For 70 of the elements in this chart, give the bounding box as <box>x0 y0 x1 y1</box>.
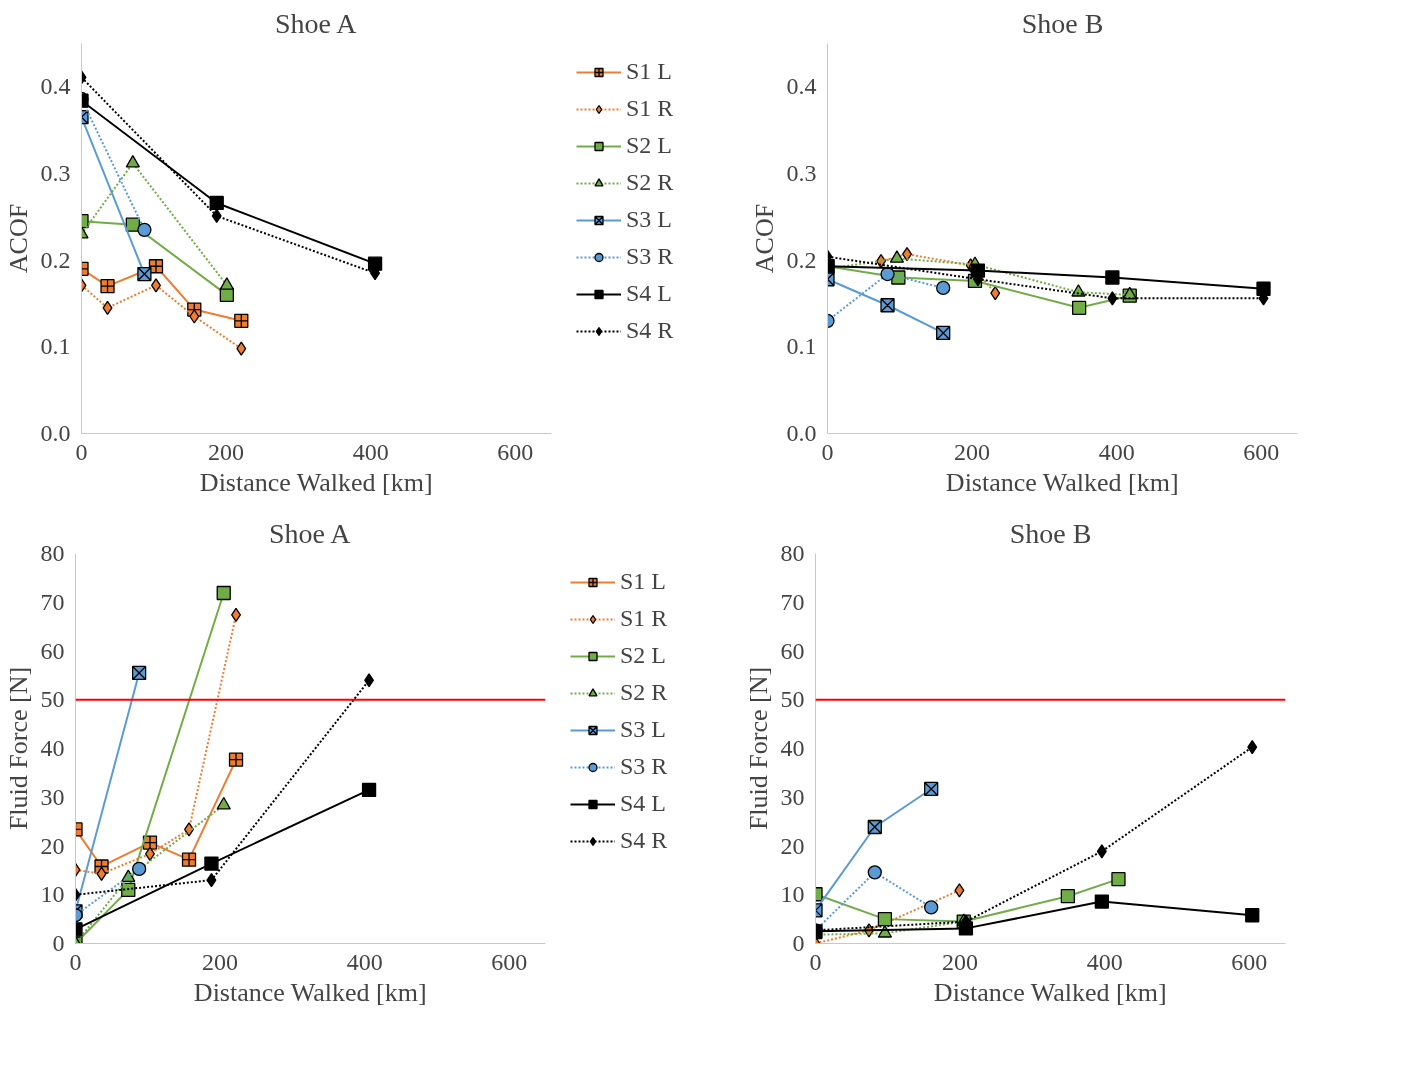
y-tick-label: 0.0 <box>40 420 71 446</box>
x-axis-title: Distance Walked [km] <box>193 977 427 1007</box>
y-tick-label: 10 <box>780 881 805 908</box>
x-axis-title: Distance Walked [km] <box>933 977 1167 1007</box>
legend-label: S3 L <box>620 716 667 743</box>
legend-label: S2 L <box>626 132 673 159</box>
x-tick-label: 400 <box>346 948 383 975</box>
y-tick-label: 0.2 <box>40 246 71 273</box>
x-tick-label: 0 <box>75 438 88 465</box>
y-axis-title: Fluid Force [N] <box>3 666 33 831</box>
legend-label: S4 L <box>626 280 673 307</box>
legend-label: S4 R <box>626 317 674 344</box>
x-tick-label: 400 <box>1086 948 1123 975</box>
y-tick-label: 0.0 <box>786 420 817 446</box>
y-tick-label: 60 <box>780 637 805 664</box>
x-tick-label: 400 <box>1098 438 1135 465</box>
y-tick-label: 0.4 <box>40 73 71 100</box>
x-axis-title: Distance Walked [km] <box>199 467 433 497</box>
y-axis-title: Fluid Force [N] <box>743 666 773 831</box>
legend-label: S2 R <box>620 679 668 706</box>
y-tick-label: 0.3 <box>786 160 817 186</box>
x-tick-label: 200 <box>202 948 239 975</box>
chart-title: Shoe A <box>268 517 352 549</box>
y-tick-label: 80 <box>40 540 65 566</box>
y-tick-label: 20 <box>780 832 805 859</box>
y-tick-label: 10 <box>40 881 65 908</box>
legend-label: S1 L <box>620 568 667 595</box>
x-tick-label: 400 <box>352 438 389 465</box>
y-tick-label: 0.4 <box>786 73 817 100</box>
legend-label: S1 L <box>626 58 673 85</box>
legend-label: S3 R <box>620 753 668 780</box>
x-tick-label: 200 <box>942 948 979 975</box>
y-axis-title: ACOF <box>3 203 33 274</box>
y-tick-label: 0 <box>52 930 65 956</box>
y-tick-label: 0.1 <box>40 333 71 360</box>
y-tick-label: 0.3 <box>40 160 71 186</box>
y-tick-label: 0.2 <box>786 246 817 273</box>
chart-title: Shoe A <box>274 7 358 39</box>
legend-label: S2 L <box>620 642 667 669</box>
y-tick-label: 70 <box>40 588 65 615</box>
y-tick-label: 70 <box>780 588 805 615</box>
y-tick-label: 0.1 <box>786 333 817 360</box>
legend-label: S1 R <box>626 95 674 122</box>
legend-label: S2 R <box>626 169 674 196</box>
y-tick-label: 20 <box>40 832 65 859</box>
x-axis-title: Distance Walked [km] <box>945 467 1179 497</box>
y-tick-label: 30 <box>40 783 65 810</box>
legend-label: S3 R <box>626 243 674 270</box>
legend-label: S3 L <box>626 206 673 233</box>
y-tick-label: 50 <box>40 686 65 713</box>
legend-label: S1 R <box>620 605 668 632</box>
chart-title: Shoe B <box>1021 7 1104 39</box>
y-tick-label: 0 <box>792 930 805 956</box>
y-tick-label: 40 <box>40 735 65 761</box>
y-tick-label: 40 <box>780 735 805 761</box>
x-tick-label: 600 <box>497 438 534 465</box>
x-tick-label: 600 <box>1243 438 1280 465</box>
y-axis-title: ACOF <box>749 203 779 274</box>
x-tick-label: 600 <box>491 948 528 975</box>
y-tick-label: 60 <box>40 637 65 664</box>
x-tick-label: 200 <box>954 438 991 465</box>
legend-label: S4 R <box>620 827 668 854</box>
y-tick-label: 80 <box>780 540 805 566</box>
x-tick-label: 0 <box>821 438 834 465</box>
y-tick-label: 30 <box>780 783 805 810</box>
y-tick-label: 50 <box>780 686 805 713</box>
x-tick-label: 600 <box>1231 948 1268 975</box>
legend-label: S4 L <box>620 790 667 817</box>
x-tick-label: 200 <box>208 438 245 465</box>
chart-title: Shoe B <box>1009 517 1092 549</box>
